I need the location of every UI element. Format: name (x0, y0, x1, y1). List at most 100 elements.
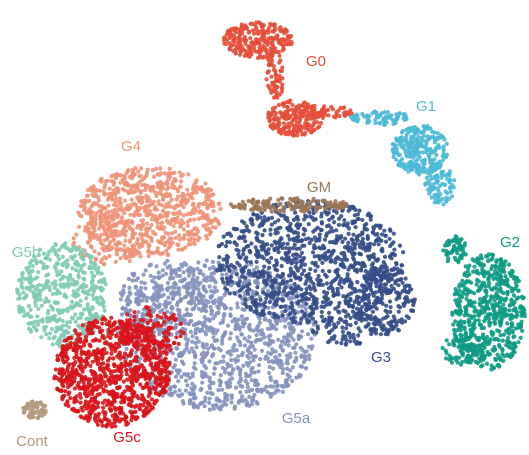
point (318, 205, 323, 210)
point (357, 251, 362, 256)
point (203, 263, 208, 269)
point (98, 295, 103, 300)
point (294, 260, 299, 265)
point (95, 271, 101, 276)
point (106, 422, 111, 427)
point (152, 275, 157, 280)
point (257, 320, 262, 325)
point (275, 296, 280, 301)
point (93, 352, 98, 358)
point (358, 315, 363, 320)
point (132, 318, 137, 323)
point (122, 248, 127, 253)
point (92, 228, 97, 233)
point (177, 292, 182, 297)
point (313, 320, 318, 325)
point (174, 273, 179, 278)
point (272, 302, 277, 307)
point (247, 373, 252, 378)
point (370, 261, 375, 266)
point (187, 375, 192, 380)
point (383, 308, 388, 313)
point (200, 300, 205, 305)
point (299, 287, 304, 292)
point (195, 238, 200, 243)
point (87, 288, 92, 293)
point (81, 340, 86, 345)
point (240, 321, 245, 326)
point (82, 307, 87, 312)
point (348, 323, 353, 328)
point (202, 315, 207, 320)
point (298, 259, 303, 264)
point (220, 338, 225, 343)
point (33, 300, 38, 305)
point (186, 273, 192, 278)
point (178, 223, 183, 228)
point (60, 318, 65, 324)
point (278, 201, 283, 206)
point (92, 395, 97, 401)
point (243, 239, 248, 244)
point (165, 288, 170, 293)
point (201, 277, 207, 283)
point (366, 211, 371, 216)
point (270, 283, 275, 288)
point (244, 389, 249, 394)
point (401, 250, 406, 255)
point (88, 377, 93, 382)
point (168, 194, 173, 199)
point (30, 264, 35, 269)
point (108, 229, 113, 234)
point (108, 240, 113, 245)
point (243, 265, 248, 270)
point (362, 227, 367, 232)
point (110, 394, 115, 399)
point (154, 166, 159, 171)
point (325, 212, 330, 217)
point (277, 286, 282, 291)
point (111, 322, 116, 327)
point (323, 251, 328, 256)
point (364, 286, 369, 291)
point (243, 378, 248, 383)
point (283, 304, 288, 309)
point (92, 249, 97, 254)
point (245, 403, 250, 408)
point (274, 262, 279, 267)
point (372, 242, 377, 247)
point (319, 314, 324, 319)
point (126, 294, 131, 299)
point (77, 386, 82, 391)
point (383, 282, 388, 287)
point (291, 198, 296, 203)
point (339, 285, 344, 290)
point (74, 340, 79, 346)
point (89, 331, 94, 336)
point (353, 225, 358, 230)
point (310, 316, 315, 321)
point (308, 287, 313, 292)
point (319, 214, 324, 219)
point (320, 268, 325, 274)
point (103, 374, 109, 379)
point (255, 237, 260, 243)
point (118, 196, 123, 201)
point (130, 175, 135, 180)
point (234, 247, 239, 252)
point (365, 314, 370, 319)
point (404, 289, 409, 294)
point (130, 231, 135, 236)
point (56, 357, 61, 362)
point (75, 287, 81, 292)
point (254, 332, 259, 338)
point (210, 403, 215, 408)
point (289, 300, 294, 305)
point (238, 376, 243, 381)
point (395, 266, 400, 271)
point (126, 276, 131, 282)
point (306, 332, 311, 337)
point (165, 280, 170, 286)
point (109, 233, 114, 238)
point (172, 285, 177, 290)
